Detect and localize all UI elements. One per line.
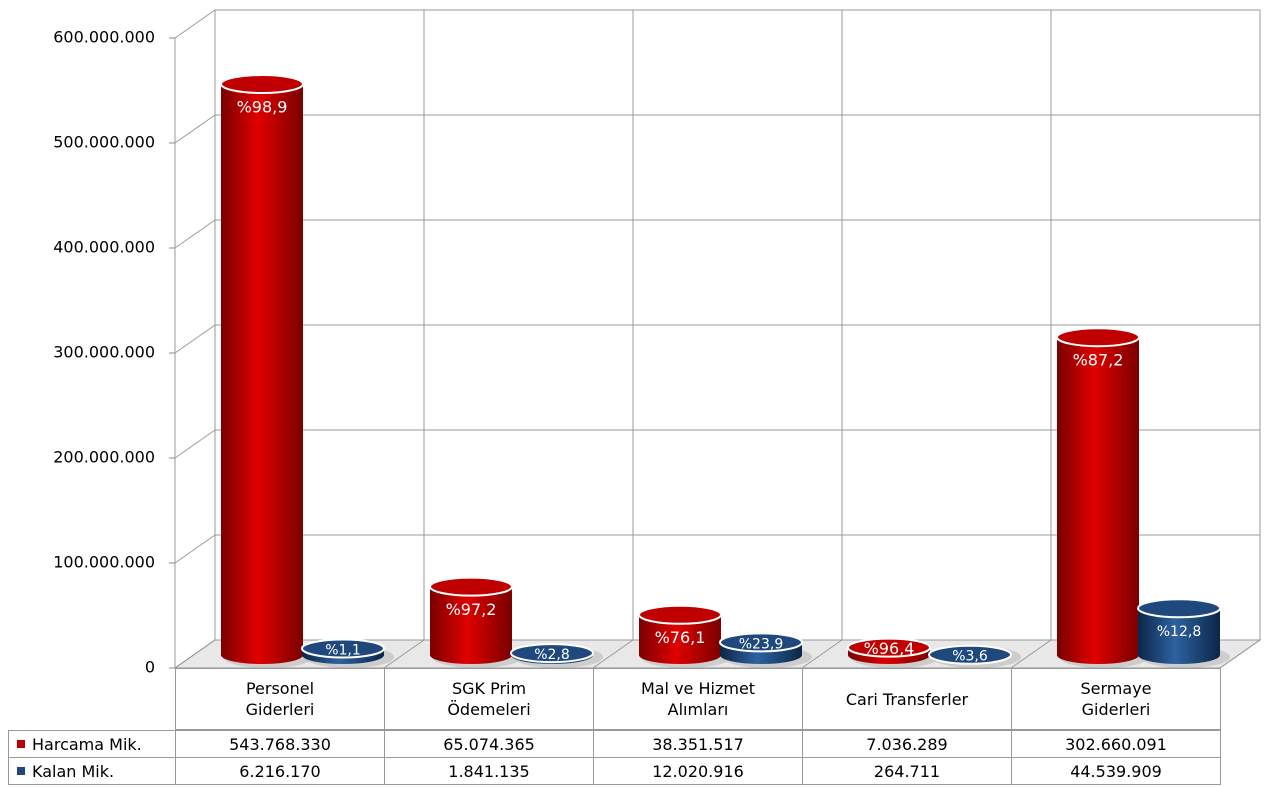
- percent-label: %3,6: [952, 649, 988, 665]
- bar-top: [638, 604, 722, 625]
- floor-divider: [1219, 639, 1261, 669]
- bar-top: [719, 632, 803, 653]
- floor-divider: [1010, 639, 1052, 669]
- x-tick-label: Personel Giderleri: [175, 668, 385, 730]
- percent-label: %2,8: [534, 647, 570, 663]
- grid-line-side: [174, 324, 216, 354]
- percent-label: %1,1: [325, 642, 361, 658]
- percent-label: %98,9: [237, 98, 288, 117]
- y-tick-label: 0: [145, 658, 155, 677]
- bar-top: [1137, 598, 1221, 619]
- y-tick-label: 400.000.000: [53, 238, 155, 257]
- x-tick-label: Cari Transferler: [802, 668, 1012, 730]
- y-tick-label: 100.000.000: [53, 553, 155, 572]
- legend-label: Kalan Mik.: [32, 761, 115, 781]
- bar-top: [510, 643, 594, 664]
- floor-divider: [174, 639, 216, 669]
- percent-label: %97,2: [446, 600, 497, 619]
- floor-divider: [592, 639, 634, 669]
- legend-swatch: [17, 767, 25, 775]
- bar-top: [301, 638, 385, 659]
- legend-swatch: [17, 740, 25, 748]
- table-value: 1.841.135: [384, 757, 594, 785]
- table-value: 12.020.916: [593, 757, 803, 785]
- y-tick-label: 300.000.000: [53, 343, 155, 362]
- table-value: 44.539.909: [1011, 757, 1221, 785]
- table-value: 65.074.365: [384, 730, 594, 758]
- y-tick-label: 200.000.000: [53, 448, 155, 467]
- bar-top: [220, 74, 304, 95]
- table-value: 6.216.170: [175, 757, 385, 785]
- table-value: 543.768.330: [175, 730, 385, 758]
- percent-label: %76,1: [655, 628, 706, 647]
- percent-label: %96,4: [864, 639, 915, 658]
- grid-line-side: [174, 429, 216, 459]
- table-value: 7.036.289: [802, 730, 1012, 758]
- percent-label: %23,9: [739, 636, 783, 652]
- grid-line-side: [174, 9, 216, 39]
- table-value: 264.711: [802, 757, 1012, 785]
- bar: [1057, 337, 1139, 655]
- legend-item: Harcama Mik.: [8, 730, 176, 758]
- percent-label: %12,8: [1157, 624, 1201, 640]
- y-tick-label: 500.000.000: [53, 133, 155, 152]
- floor-divider: [383, 639, 425, 669]
- grid-line-side: [174, 219, 216, 249]
- bar-top: [429, 576, 513, 597]
- x-tick-label: Mal ve Hizmet Alımları: [593, 668, 803, 730]
- bar-top: [928, 644, 1012, 665]
- legend-item: Kalan Mik.: [8, 757, 176, 785]
- percent-label: %87,2: [1073, 351, 1124, 370]
- y-tick-label: 600.000.000: [53, 28, 155, 47]
- grid-line-side: [174, 534, 216, 564]
- bar-top: [847, 637, 931, 658]
- bar-top: [1056, 327, 1140, 348]
- bar: [221, 84, 303, 655]
- floor-divider: [801, 639, 843, 669]
- bar: [430, 586, 512, 655]
- x-tick-label: SGK Prim Ödemeleri: [384, 668, 594, 730]
- x-tick-label: Sermaye Giderleri: [1011, 668, 1221, 730]
- grid-line-side: [174, 114, 216, 144]
- legend-label: Harcama Mik.: [32, 734, 142, 754]
- table-value: 302.660.091: [1011, 730, 1221, 758]
- table-value: 38.351.517: [593, 730, 803, 758]
